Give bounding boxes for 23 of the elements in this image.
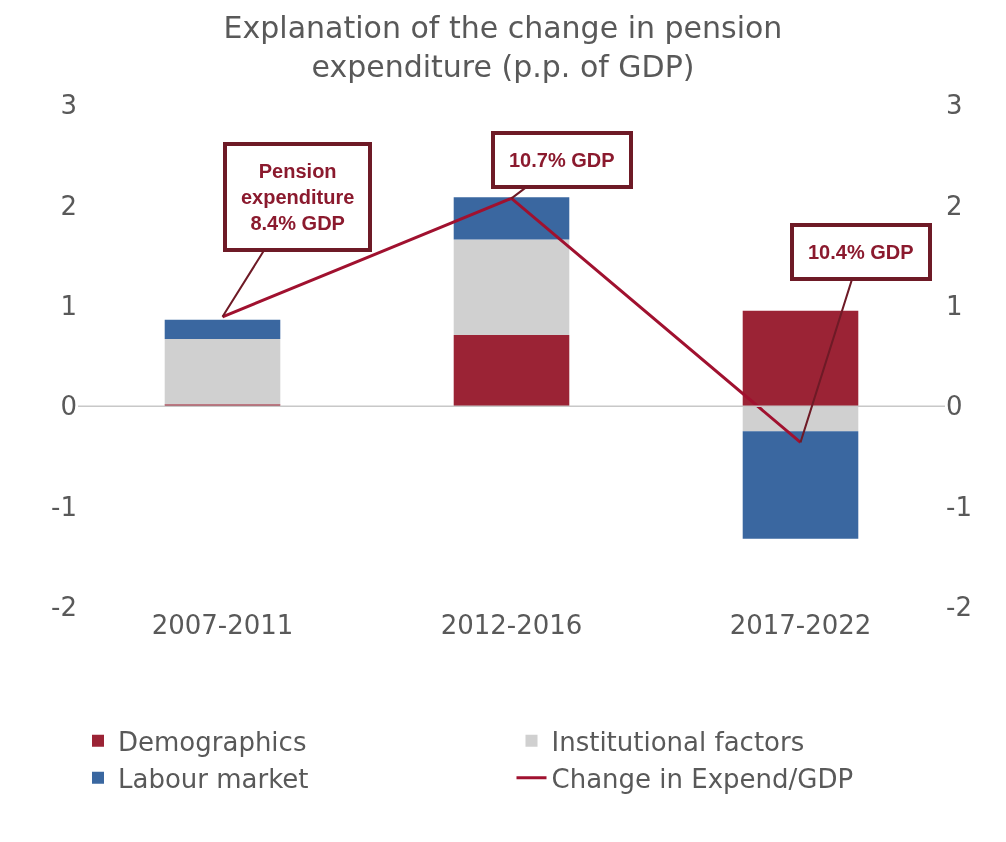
y-tick-label: -2	[51, 592, 77, 623]
y-tick-label: -1	[51, 491, 77, 522]
y-tick-label: 0	[60, 391, 77, 422]
annotation: Pension expenditure 8.4% GDP	[241, 160, 355, 234]
y2-tick-label: 2	[946, 190, 963, 221]
y2-tick-label: -2	[946, 592, 972, 623]
legend-label: Change in Expend/GDP	[551, 763, 854, 794]
x-tick-label: 2007-2011	[151, 610, 294, 640]
y-tick-label: 2	[60, 190, 77, 221]
y2-tick-label: 3	[946, 90, 963, 121]
annotation: 10.4% GDP	[808, 241, 914, 263]
legend-label: Demographics	[118, 726, 307, 757]
chart-title: Explanation of the change in pension expenditure (p.p. of GDP)	[223, 9, 783, 84]
y2-tick-label: 1	[946, 290, 963, 321]
y-tick-label: 1	[60, 290, 77, 321]
x-tick-label: 2012-2016	[440, 610, 583, 640]
y2-tick-label: 0	[946, 391, 963, 422]
x-tick-label: 2017-2022	[729, 610, 872, 640]
y2-tick-label: -1	[946, 491, 972, 522]
annotation: 10.7% GDP	[509, 149, 615, 171]
legend-label: Labour market	[118, 763, 309, 794]
y-tick-label: 3	[60, 90, 77, 121]
legend-label: Institutional factors	[551, 726, 805, 757]
